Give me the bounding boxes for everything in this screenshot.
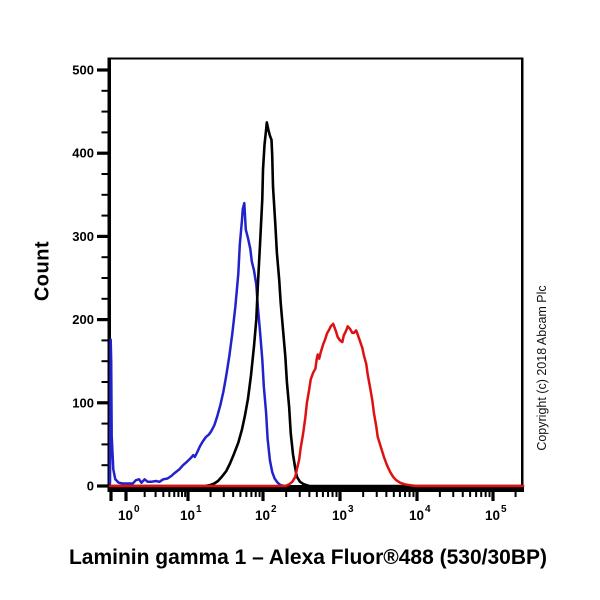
- svg-text:200: 200: [72, 312, 94, 327]
- svg-text:1: 1: [196, 504, 202, 515]
- svg-text:10: 10: [180, 508, 195, 523]
- svg-text:10: 10: [255, 508, 270, 523]
- y-axis-title: Count: [31, 240, 54, 302]
- svg-text:400: 400: [72, 146, 94, 161]
- y-axis-ticks: [97, 68, 108, 488]
- svg-text:0: 0: [87, 479, 94, 494]
- curve-red: [108, 322, 525, 488]
- curve-blue: [108, 201, 286, 488]
- chart-title: Laminin gamma 1 – Alexa Fluor®488 (530/3…: [68, 546, 548, 569]
- curve-black: [108, 121, 525, 488]
- svg-text:5: 5: [501, 504, 507, 515]
- svg-text:300: 300: [72, 229, 94, 244]
- svg-text:4: 4: [425, 504, 431, 515]
- histogram-curves: [108, 121, 525, 488]
- svg-text:10: 10: [485, 508, 500, 523]
- plot-frame: [107, 57, 524, 492]
- svg-text:100: 100: [72, 395, 94, 410]
- svg-text:10: 10: [332, 508, 347, 523]
- x-axis-tick-labels: 10 0 10 1 10 2 10 3 10 4 10 5: [118, 504, 507, 523]
- svg-text:0: 0: [134, 504, 140, 515]
- svg-text:10: 10: [409, 508, 424, 523]
- svg-text:3: 3: [348, 504, 354, 515]
- svg-text:500: 500: [72, 63, 94, 78]
- x-axis-ticks: [109, 492, 517, 501]
- svg-text:10: 10: [118, 508, 133, 523]
- svg-text:2: 2: [271, 504, 277, 515]
- y-axis-tick-labels: 0 100 200 300 400 500: [72, 63, 94, 494]
- copyright-notice: Copyright (c) 2018 Abcam Plc: [535, 285, 549, 451]
